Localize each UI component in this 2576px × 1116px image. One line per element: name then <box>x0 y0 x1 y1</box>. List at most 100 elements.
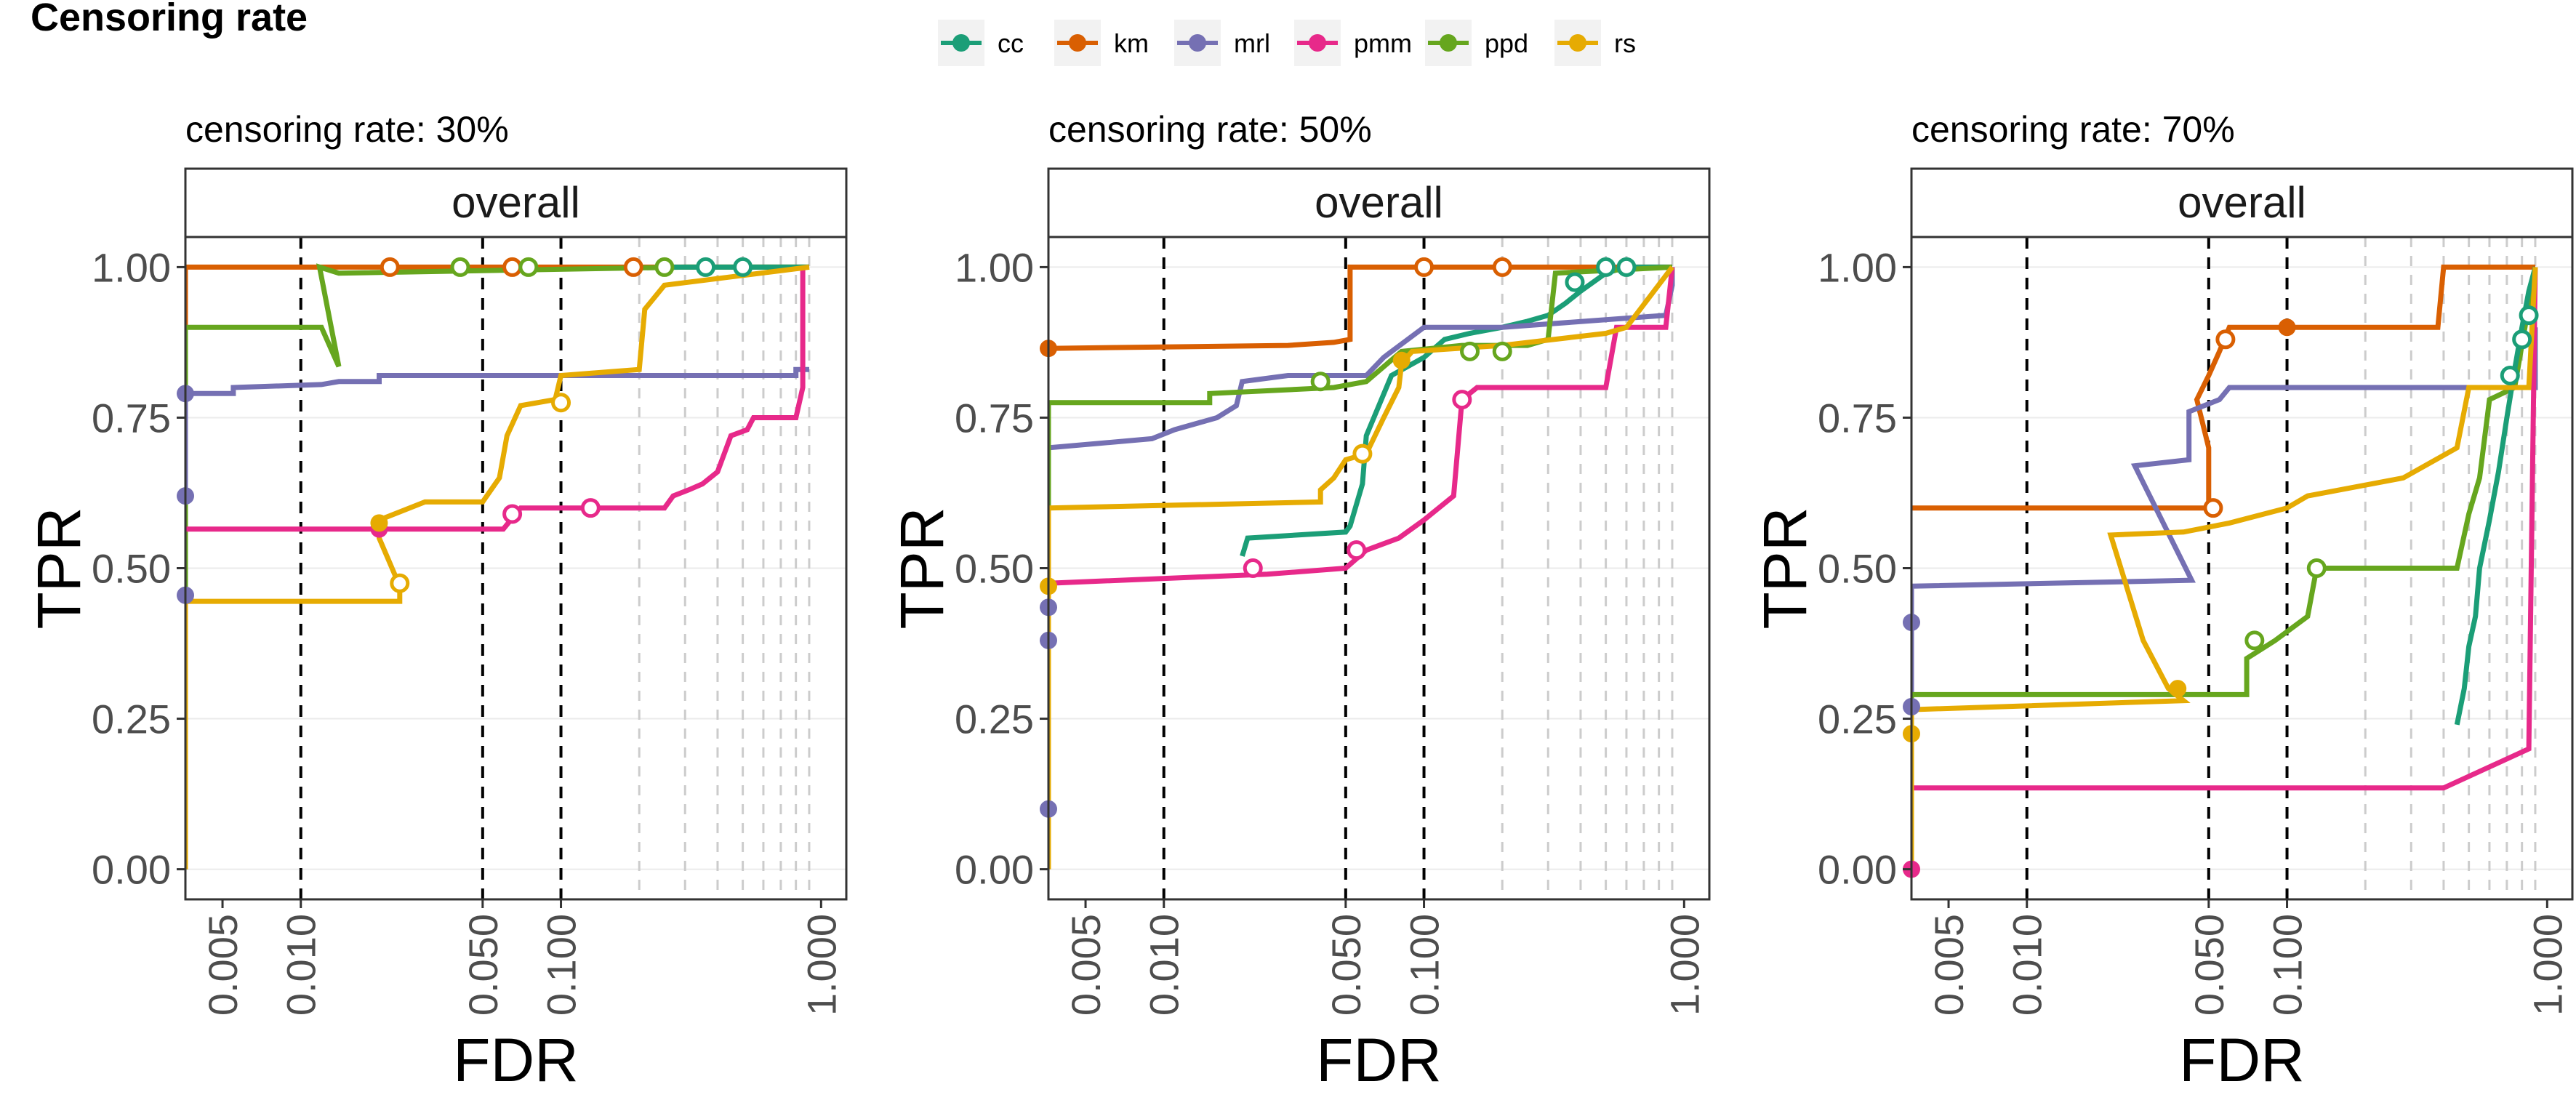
legend-label: ppd <box>1485 28 1528 58</box>
legend-label: km <box>1114 28 1149 58</box>
y-tick-label: 0.25 <box>92 697 171 742</box>
series-line-km <box>1048 264 1672 352</box>
x-tick-label: 0.100 <box>1402 914 1448 1016</box>
x-axis-title: FDR <box>2179 1026 2305 1094</box>
series-line-pmm <box>185 267 806 532</box>
point-open-km <box>380 257 400 277</box>
y-tick-label: 0.75 <box>955 395 1034 441</box>
point-open-ppd <box>1492 341 1512 361</box>
panel-1: censoring rate: 30% overall 0.00 0.25 0.50 0.… <box>25 109 848 1094</box>
point-open-pmm <box>502 504 523 524</box>
point-open-cc <box>1616 257 1637 277</box>
y-tick-label: 1.00 <box>1818 244 1897 290</box>
point-open-rs <box>390 573 410 593</box>
series-line-rs <box>1048 265 1674 870</box>
y-tick-label: 0.00 <box>1818 847 1897 893</box>
legend-item-km: km <box>1054 20 1149 66</box>
x-tick-label: 0.050 <box>2186 914 2232 1016</box>
y-tick-label: 0.50 <box>92 546 171 592</box>
point-open-ppd <box>2306 558 2327 578</box>
panels: censoring rate: 30% overall 0.00 0.25 0.50 0.… <box>25 109 2574 1094</box>
series-group <box>1048 264 1675 870</box>
point-open-km <box>623 257 643 277</box>
point-open-km <box>1414 257 1435 277</box>
panel-3: censoring rate: 70% overall 0.00 0.25 0.50 0.… <box>1751 109 2574 1094</box>
point-open-km <box>1492 257 1512 277</box>
legend-item-pmm: pmm <box>1294 20 1412 66</box>
x-tick-label: 0.005 <box>1926 914 1972 1016</box>
strip-label: overall <box>1315 178 1443 227</box>
legend-key-point <box>952 34 970 52</box>
series-line-pmm <box>1048 267 1675 587</box>
point-filled-rs <box>2169 680 2187 698</box>
x-tick-label: 0.100 <box>539 914 585 1016</box>
legend-item-rs: rs <box>1554 20 1636 66</box>
legend-label: pmm <box>1354 28 1412 58</box>
point-open-cc <box>2519 305 2539 326</box>
y-axis-title: TPR <box>25 507 93 630</box>
x-tick-label: 0.010 <box>2005 914 2050 1016</box>
y-tick-label: 0.00 <box>955 847 1034 893</box>
panel-2: censoring rate: 50% overall 0.00 0.25 0.50 0.… <box>888 109 1711 1094</box>
series-line-pmm <box>1911 267 2538 870</box>
x-tick-label: 0.100 <box>2265 914 2311 1016</box>
y-axis-title: TPR <box>888 507 956 630</box>
strip-box <box>184 167 848 238</box>
x-tick-label: 0.005 <box>200 914 246 1016</box>
x-axis-title: FDR <box>1316 1026 1442 1094</box>
x-axis-title: FDR <box>453 1026 579 1094</box>
strip-label: overall <box>452 178 580 227</box>
point-open-cc <box>2512 329 2532 350</box>
point-open-cc <box>1565 272 1585 292</box>
series-line-ppd <box>1048 264 1673 569</box>
series-line-km <box>1911 264 2535 511</box>
point-open-cc <box>1596 257 1616 277</box>
point-filled-rs <box>370 514 388 532</box>
point-open-km <box>2203 498 2223 518</box>
x-tick-label: 1.000 <box>2524 914 2570 1016</box>
point-filled-km <box>2278 318 2296 337</box>
y-tick-label: 0.50 <box>955 546 1034 592</box>
x-tick-label: 1.000 <box>798 914 844 1016</box>
point-open-pmm <box>1243 558 1263 578</box>
point-open-ppd <box>1310 372 1331 392</box>
series-line-mrl <box>1048 267 1675 809</box>
x-tick-label: 0.050 <box>460 914 506 1016</box>
y-tick-label: 0.75 <box>1818 395 1897 441</box>
panel-title: censoring rate: 50% <box>1048 109 1372 150</box>
legend-key-point <box>1189 34 1206 52</box>
legend-key-point <box>1309 34 1326 52</box>
point-open-cc <box>2500 365 2520 385</box>
strip-label: overall <box>2178 178 2306 227</box>
y-tick-label: 1.00 <box>92 244 171 290</box>
legend-label: mrl <box>1234 28 1270 58</box>
point-open-km <box>2215 329 2236 350</box>
y-tick-label: 0.25 <box>955 697 1034 742</box>
y-tick-label: 0.25 <box>1818 697 1897 742</box>
point-open-rs <box>551 393 571 413</box>
legend-label: rs <box>1614 28 1636 58</box>
y-tick-label: 0.00 <box>92 847 171 893</box>
point-open-rs <box>1352 443 1373 464</box>
x-tick-label: 0.010 <box>278 914 324 1016</box>
legend-key-point <box>1569 34 1586 52</box>
panel-title: censoring rate: 30% <box>185 109 509 150</box>
x-tick-label: 1.000 <box>1661 914 1707 1016</box>
strip-box <box>1047 167 1711 238</box>
point-open-km <box>502 257 523 277</box>
point-open-ppd <box>450 257 470 277</box>
legend-item-ppd: ppd <box>1425 20 1528 66</box>
y-tick-label: 0.50 <box>1818 546 1897 592</box>
point-open-ppd <box>654 257 675 277</box>
point-open-pmm <box>580 498 601 518</box>
legend-item-mrl: mrl <box>1174 20 1270 66</box>
point-open-cc <box>733 257 753 277</box>
point-filled-rs <box>1392 351 1411 369</box>
legend-key-point <box>1440 34 1457 52</box>
legend-key-point <box>1069 34 1086 52</box>
y-tick-label: 1.00 <box>955 244 1034 290</box>
legend: cc km mrl pmm ppd rs <box>938 20 1636 66</box>
point-open-cc <box>696 257 716 277</box>
strip-box <box>1910 167 2574 238</box>
